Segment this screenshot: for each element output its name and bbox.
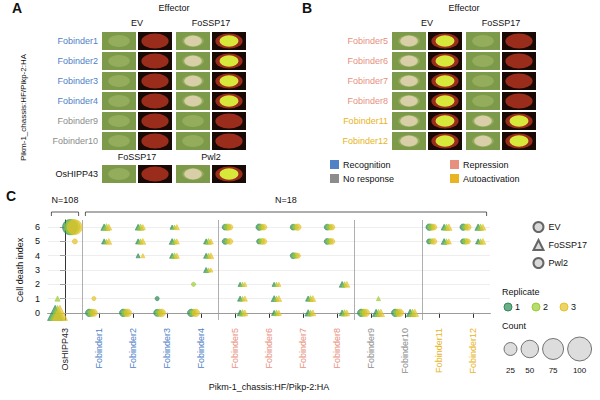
svg-text:Fobinder5: Fobinder5 [230,328,240,369]
svg-text:Count: Count [502,321,527,331]
svg-text:75: 75 [549,366,558,375]
svg-text:Fobinder11: Fobinder11 [343,116,388,126]
svg-text:3: 3 [35,265,40,275]
svg-text:Fobinder4: Fobinder4 [57,96,98,106]
svg-text:Fobinder1: Fobinder1 [94,328,104,369]
svg-text:5: 5 [35,236,40,246]
svg-text:FoSSP17: FoSSP17 [118,152,157,162]
svg-text:Fobinder7: Fobinder7 [298,328,308,369]
svg-text:2: 2 [35,279,40,289]
svg-text:Fobinder8: Fobinder8 [332,328,342,369]
html-text:C: C [6,188,17,204]
svg-text:No response: No response [343,174,394,184]
svg-text:Repression: Repression [463,160,509,170]
svg-text:0: 0 [35,308,40,318]
svg-text:1: 1 [35,294,40,304]
svg-text:3: 3 [571,302,576,312]
svg-text:Recognition: Recognition [343,160,391,170]
svg-text:Fobinder10: Fobinder10 [52,136,98,146]
svg-text:Fobinder9: Fobinder9 [366,328,376,369]
svg-text:Fobinder5: Fobinder5 [347,36,388,46]
svg-text:Fobinder6: Fobinder6 [264,328,274,369]
svg-text:Cell death index: Cell death index [15,237,25,302]
svg-text:Fobinder12: Fobinder12 [342,136,388,146]
svg-text:FoSSP17: FoSSP17 [482,18,521,28]
svg-text:Fobinder10: Fobinder10 [400,328,410,374]
svg-text:Fobinder9: Fobinder9 [57,116,98,126]
svg-text:Pikm-1_chassis:HF/Pikp-2:HA: Pikm-1_chassis:HF/Pikp-2:HA [19,53,28,161]
svg-text:Fobinder8: Fobinder8 [347,96,388,106]
svg-text:6: 6 [35,222,40,232]
svg-text:Pwl2: Pwl2 [201,152,221,162]
svg-text:Effector: Effector [159,3,190,13]
svg-text:FoSSP17: FoSSP17 [548,240,587,250]
svg-text:EV: EV [131,18,143,28]
svg-text:N=108: N=108 [52,195,79,205]
svg-text:Fobinder6: Fobinder6 [347,56,388,66]
svg-text:EV: EV [421,18,433,28]
svg-text:Fobinder2: Fobinder2 [128,328,138,369]
svg-text:B: B [302,0,312,16]
svg-text:OsHIPP43: OsHIPP43 [60,328,70,371]
svg-text:Fobinder4: Fobinder4 [196,328,206,369]
svg-text:A: A [12,0,22,16]
svg-text:Fobinder3: Fobinder3 [57,76,98,86]
svg-text:N=18: N=18 [275,195,297,205]
svg-text:2: 2 [543,302,548,312]
svg-text:1: 1 [515,302,520,312]
svg-text:Fobinder2: Fobinder2 [57,56,98,66]
svg-text:Pwl2: Pwl2 [548,258,568,268]
svg-text:Fobinder7: Fobinder7 [347,76,388,86]
svg-text:25: 25 [506,366,515,375]
svg-text:Effector: Effector [449,3,480,13]
svg-text:EV: EV [548,222,560,232]
svg-text:Autoactivation: Autoactivation [463,174,520,184]
svg-text:FoSSP17: FoSSP17 [192,18,231,28]
svg-text:Pikm-1_chassis:HF/Pikp-2:HA: Pikm-1_chassis:HF/Pikp-2:HA [209,382,330,392]
svg-text:4: 4 [35,251,40,261]
svg-text:50: 50 [525,366,534,375]
svg-text:Fobinder12: Fobinder12 [468,328,478,374]
svg-text:OsHIPP43: OsHIPP43 [55,169,98,179]
svg-text:Fobinder3: Fobinder3 [162,328,172,369]
svg-text:Fobinder11: Fobinder11 [434,328,444,373]
svg-text:100: 100 [573,366,587,375]
svg-text:Fobinder1: Fobinder1 [57,36,98,46]
svg-text:Replicate: Replicate [502,287,540,297]
